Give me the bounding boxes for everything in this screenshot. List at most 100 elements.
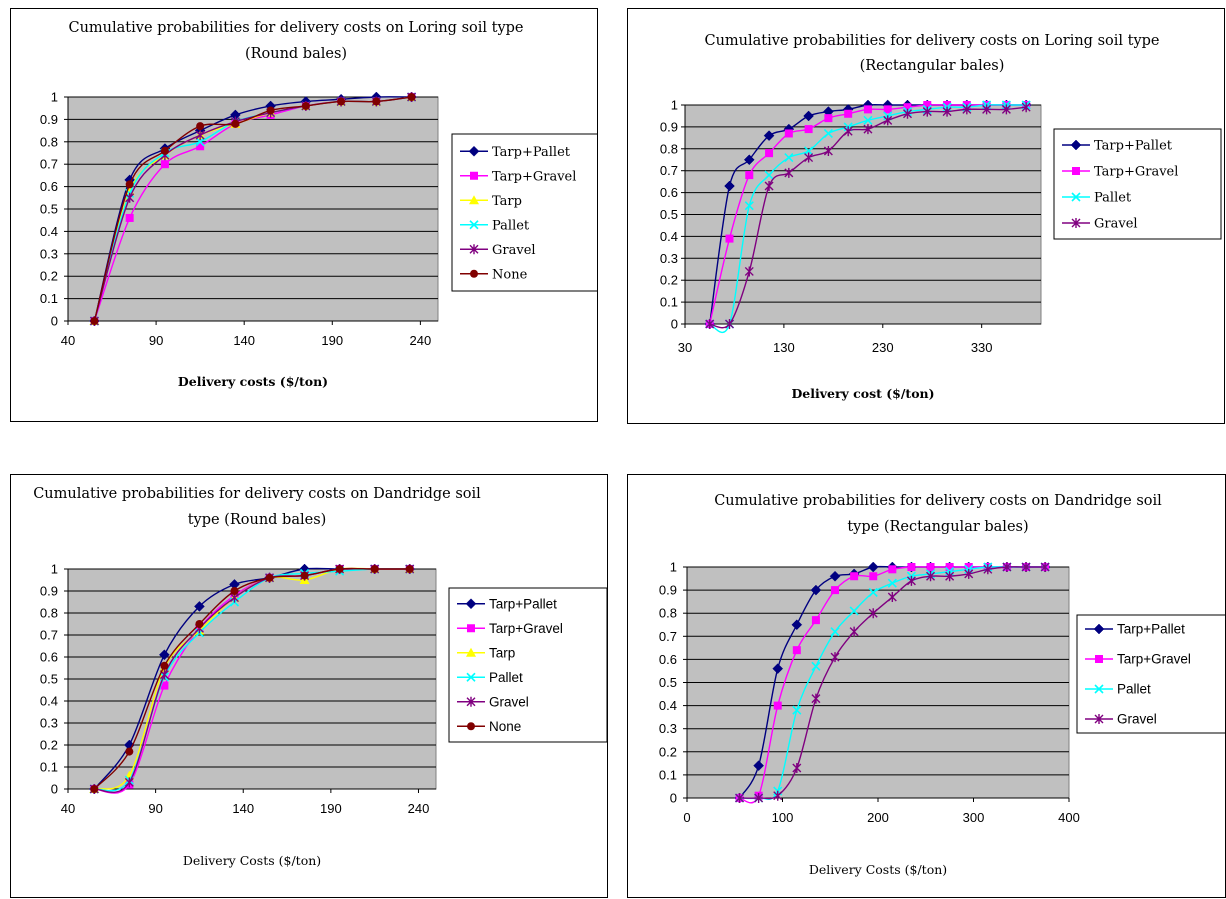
legend-label: Pallet (492, 218, 530, 233)
x-tick-label: 400 (1058, 810, 1080, 825)
legend-box (1076, 614, 1225, 734)
legend-label: None (489, 719, 521, 734)
legend-label: Tarp+Pallet (1094, 139, 1173, 154)
chart-panel-dandridge-rectangular: Cumulative probabilities for delivery co… (627, 474, 1226, 898)
legend-label: Tarp+Pallet (489, 596, 557, 611)
x-tick-label: 30 (678, 340, 692, 355)
x-tick-label: 100 (772, 810, 794, 825)
chart-panel-dandridge-round: Cumulative probabilities for delivery co… (10, 474, 608, 898)
chart-title-line-1: Cumulative probabilities for delivery co… (68, 20, 523, 36)
data-point-pallet (804, 146, 814, 156)
legend-label: Gravel (492, 243, 536, 258)
y-tick-label: 0.3 (659, 721, 677, 736)
x-axis-label: Delivery costs ($/ton) (178, 374, 328, 389)
legend-label: Gravel (489, 694, 529, 709)
y-tick-label: 0.6 (659, 652, 677, 667)
legend-marker-tarp-pallet (1093, 623, 1105, 635)
chart-loring-round: Cumulative probabilities for delivery co… (40, 20, 597, 389)
y-tick-label: 0.9 (40, 584, 58, 599)
x-tick-label: 240 (408, 801, 430, 816)
x-tick-label: 90 (149, 333, 163, 348)
legend: Tarp+Pallet Tarp+Gravel Tarp Pallet Gravel No… (448, 587, 607, 743)
data-point-gravel (926, 571, 936, 582)
legend-item-gravel: Gravel (457, 694, 529, 709)
series-line-none (93, 567, 410, 790)
y-tick-label: 0 (51, 782, 58, 797)
data-point-gravel (792, 762, 802, 773)
legend-label: Tarp+Pallet (1117, 622, 1185, 637)
data-point-tarp-gravel (945, 563, 954, 571)
y-tick-label: 0.7 (40, 157, 58, 172)
data-point-tarp-gravel (831, 586, 840, 595)
data-point-gravel (705, 319, 715, 329)
data-point-tarp-gravel (964, 563, 973, 571)
data-point-tarp-pallet (159, 649, 170, 661)
y-tick-label: 1 (51, 90, 58, 105)
data-point-none (125, 180, 134, 189)
legend-item-tarp-pallet: Tarp+Pallet (1062, 139, 1173, 154)
chart-title-line-1: Cumulative probabilities for delivery co… (704, 33, 1159, 49)
legend-label: Tarp+Pallet (492, 145, 571, 160)
y-tick-label: 0.5 (660, 207, 678, 222)
y-tick-label: 0.2 (40, 269, 58, 284)
data-point-gravel (735, 793, 745, 803)
data-point-gravel (195, 130, 205, 141)
y-tick-label: 0.2 (40, 738, 58, 753)
data-point-gravel (849, 626, 859, 637)
chart-title-line-1: Cumulative probabilities for delivery co… (714, 493, 1162, 509)
data-point-gravel (725, 319, 734, 329)
data-point-gravel (906, 575, 916, 586)
data-point-gravel (804, 152, 814, 163)
legend-label: Tarp (489, 645, 515, 660)
data-point-gravel (962, 104, 972, 115)
data-point-none (196, 122, 205, 131)
legend-item-tarp-pallet: Tarp+Pallet (457, 596, 557, 611)
legend-label: Tarp (492, 194, 522, 209)
x-tick-label: 230 (872, 340, 894, 355)
data-point-none (160, 661, 169, 670)
legend-item-gravel: Gravel (1085, 712, 1157, 727)
y-tick-label: 0.6 (40, 650, 58, 665)
x-axis-label: Delivery Costs ($/ton) (809, 862, 947, 877)
data-point-tarp-pallet (194, 601, 205, 612)
chart-loring-rectangular: Cumulative probabilities for delivery co… (660, 33, 1222, 401)
data-point-none (90, 785, 99, 793)
data-point-tarp-gravel (863, 105, 872, 114)
chart-title-line-2: (Rectangular bales) (860, 58, 1005, 74)
data-point-gravel (125, 192, 135, 203)
legend-label: Tarp+Gravel (492, 169, 576, 184)
data-point-pallet (195, 137, 205, 147)
data-point-tarp-pallet (791, 619, 803, 631)
chart-title-line-2: type (Rectangular bales) (847, 519, 1028, 535)
x-axis-label: Delivery Costs ($/ton) (183, 853, 321, 868)
y-tick-label: 0.3 (660, 251, 678, 266)
data-point-none (405, 565, 414, 573)
legend-item-tarp-pallet: Tarp+Pallet (460, 145, 571, 160)
data-point-tarp-pallet (743, 154, 755, 166)
series-none (90, 565, 414, 793)
data-point-tarp-gravel (903, 103, 912, 112)
y-tick-label: 0.3 (40, 246, 58, 261)
data-point-none (265, 573, 274, 582)
y-tick-label: 0 (670, 791, 677, 806)
legend-box (1053, 128, 1222, 240)
data-point-gravel (945, 571, 955, 582)
legend-marker-tarp (466, 647, 476, 657)
data-point-none (160, 146, 169, 155)
data-point-gravel (887, 592, 897, 603)
data-point-tarp-gravel (125, 213, 134, 222)
x-tick-label: 140 (232, 801, 254, 816)
data-point-gravel (863, 124, 873, 135)
y-tick-label: 0.4 (659, 698, 677, 713)
legend-marker-tarp-pallet (465, 598, 477, 610)
data-point-pallet (744, 201, 754, 211)
series-gravel (705, 102, 1031, 329)
data-point-gravel (823, 145, 833, 156)
data-point-none (90, 317, 99, 325)
legend-item-tarp-gravel: Tarp+Gravel (1062, 165, 1178, 180)
legend-marker-tarp-gravel (470, 171, 478, 180)
data-point-gravel (744, 266, 754, 277)
chart-dandridge-rectangular: Cumulative probabilities for delivery co… (659, 493, 1225, 877)
legend-item-pallet: Pallet (457, 670, 523, 685)
data-point-pallet (823, 128, 833, 139)
